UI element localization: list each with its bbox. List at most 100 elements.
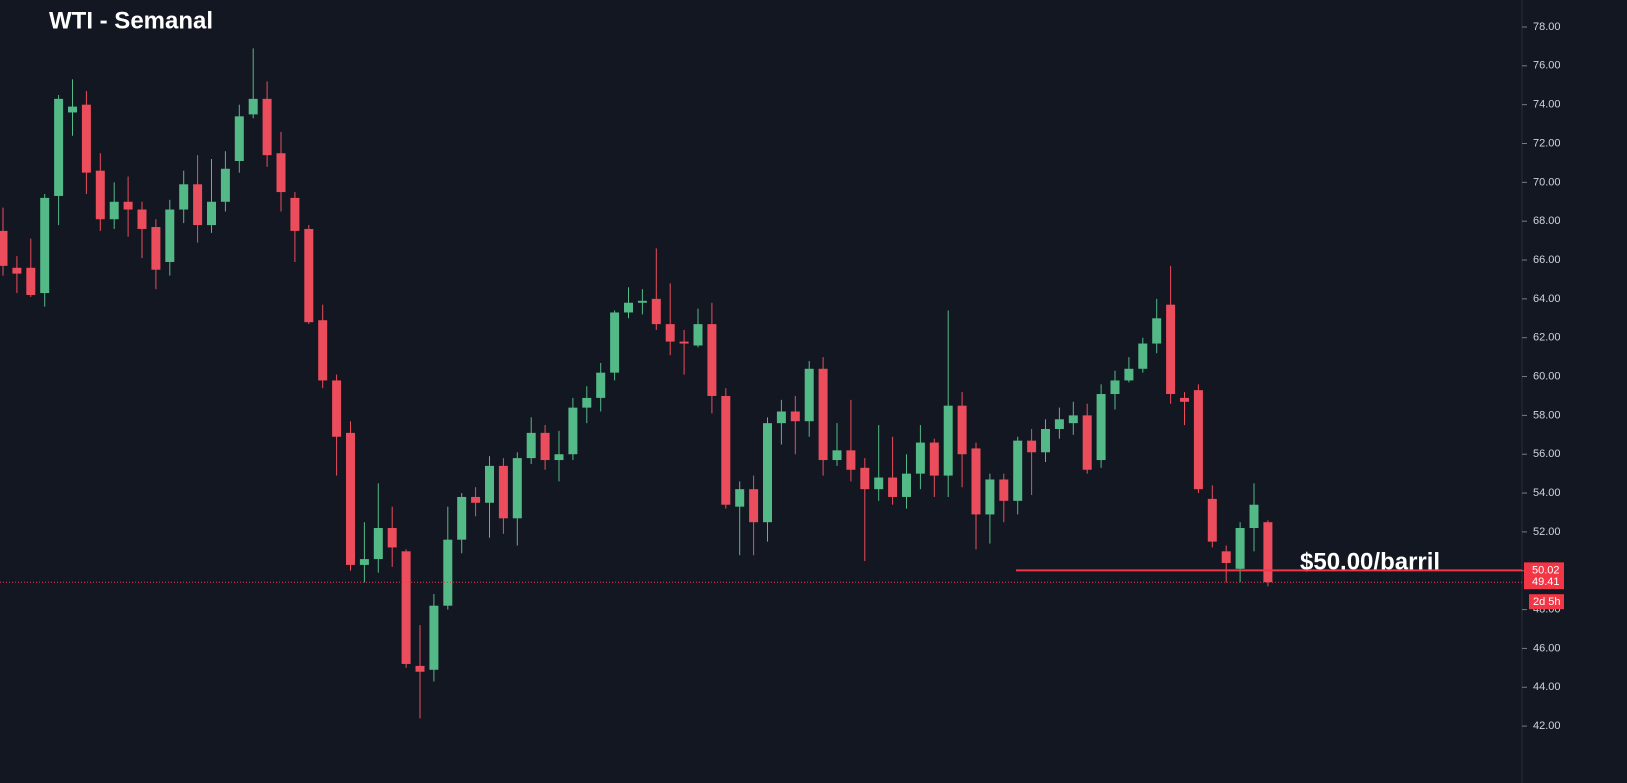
candle-body [596,372,606,398]
candle-body [832,450,842,461]
candle-body [665,324,675,342]
candle-body [637,300,647,303]
candle-body [693,324,703,346]
candle-body [1041,428,1050,453]
candle-body [276,153,286,193]
chart-title: WTI - Semanal [49,7,213,34]
candle-body [373,528,383,560]
candle-body [804,368,814,422]
candle-body [123,201,133,210]
candle-body [109,201,119,220]
y-tick-label: 62.00 [1533,332,1561,344]
candle-body [860,467,870,490]
candle-body [193,184,203,226]
candle-body [721,395,731,505]
candle-body [207,201,216,226]
countdown-label: 2d 5h [1533,596,1561,608]
candle-body [568,407,578,455]
candle-body [1221,551,1231,563]
countdown-box [1529,594,1564,610]
candle-body [985,479,995,515]
candle-body [485,465,494,503]
candle-body [234,116,244,161]
y-tick-label: 52.00 [1533,526,1561,538]
candle-body [443,539,453,606]
level-label-box [1524,562,1564,578]
candle-body [1124,368,1134,381]
y-tick-label: 74.00 [1533,99,1561,111]
candle-body [971,448,981,515]
y-tick-label: 60.00 [1533,370,1561,382]
candle-body [888,477,898,497]
candle-body [610,312,620,373]
candle-body [526,432,536,459]
last-price-box [1524,574,1564,590]
candle-body [220,168,230,202]
last-price-label: 49.41 [1532,576,1560,588]
candle-body [40,197,50,294]
candle-body [165,209,175,262]
candle-body [999,479,1009,501]
candle-body [12,267,22,274]
candle-body [735,489,745,507]
candle-body [846,450,856,470]
candle-body [1138,343,1148,369]
candle-body [957,405,967,455]
candle-body [1166,304,1176,395]
candle-body [26,267,36,295]
candle-body [248,98,258,115]
candle-body [318,320,328,381]
candle-body [457,496,467,540]
y-tick-label: 76.00 [1533,60,1561,72]
candle-body [290,197,300,231]
candle-body [0,230,8,266]
candle-body [790,411,800,422]
candle-body [1263,522,1273,583]
candle-body [401,551,411,664]
candle-body [1082,415,1092,470]
y-tick-label: 58.00 [1533,409,1561,421]
y-tick-label: 70.00 [1533,176,1561,188]
candle-body [776,411,786,424]
y-tick-label: 78.00 [1533,21,1561,33]
candle-body [763,423,772,523]
candle-body [332,380,342,437]
candle-body [262,98,272,156]
candle-body [415,665,425,672]
candle-body [95,170,105,220]
candle-body [498,465,508,519]
candle-body [512,458,522,519]
candle-body [554,454,564,461]
candle-body [346,432,355,565]
candle-body [1180,397,1189,402]
candle-body [1249,504,1259,529]
candle-body [1235,528,1245,569]
candle-body [818,368,828,461]
candle-body [54,98,64,196]
candle-body [68,106,77,113]
candle-body [707,324,717,396]
candle-body [915,442,925,474]
candle-body [304,228,314,323]
level-label: 50.02 [1532,564,1560,576]
candle-body [179,184,189,210]
candle-body [1207,498,1217,542]
candle-body [1152,318,1162,344]
candle-body [749,489,759,523]
y-tick-label: 72.00 [1533,137,1561,149]
candle-body [679,341,689,344]
candle-body [1096,394,1106,461]
candle-body [1013,440,1023,501]
candle-body [429,605,439,670]
y-tick-label: 54.00 [1533,487,1561,499]
candle-body [651,298,661,325]
candle-body [624,302,633,313]
y-tick-label: 42.00 [1533,720,1561,732]
candle-body [1027,440,1037,453]
y-tick-label: 66.00 [1533,254,1561,266]
y-tick-label: 56.00 [1533,448,1561,460]
candle-body [902,473,911,497]
candle-body [151,227,161,270]
